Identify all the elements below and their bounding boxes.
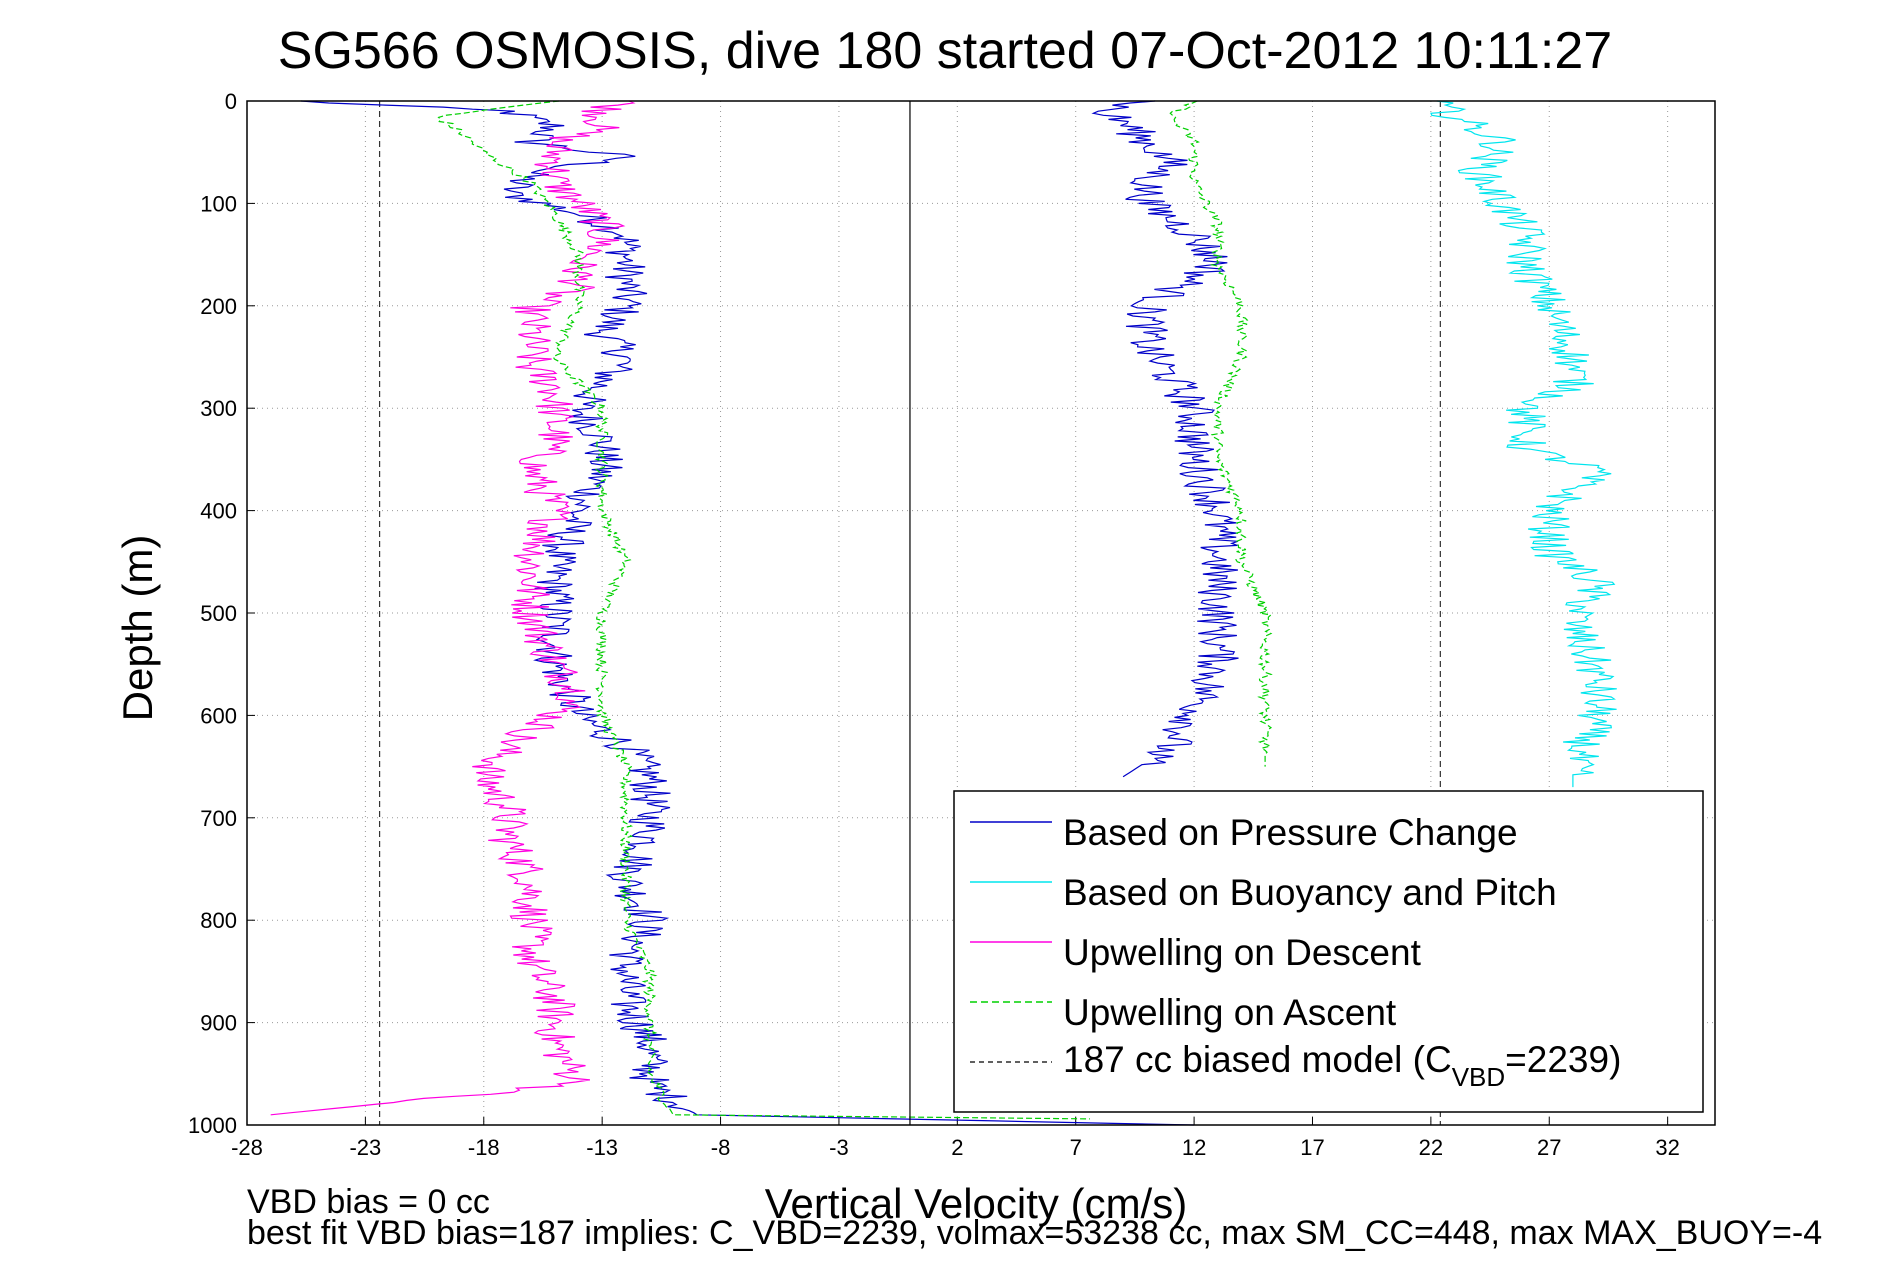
- legend-model-subscript: VBD: [1452, 1062, 1505, 1092]
- y-tick-label: 1000: [188, 1113, 237, 1138]
- y-tick-label: 600: [200, 703, 237, 728]
- data-series: [270, 100, 1617, 1126]
- chart-title: SG566 OSMOSIS, dive 180 started 07-Oct-2…: [278, 22, 1612, 80]
- x-tick-label: 27: [1537, 1135, 1561, 1160]
- y-axis-label: Depth (m): [114, 535, 161, 722]
- x-tick-label: -8: [711, 1135, 731, 1160]
- series-line-ascent_right: [1169, 100, 1273, 767]
- footer-vbd-bias: VBD bias = 0 cc: [247, 1183, 490, 1221]
- y-tick-label: 200: [200, 294, 237, 319]
- legend-model-suffix: =2239): [1505, 1039, 1621, 1080]
- x-tick-label: 17: [1300, 1135, 1324, 1160]
- x-tick-label: -3: [829, 1135, 849, 1160]
- y-tick-label: 300: [200, 396, 237, 421]
- x-tick-label: -13: [586, 1135, 618, 1160]
- y-tick-label: 100: [200, 191, 237, 216]
- series-line-buoyancy: [1430, 100, 1617, 788]
- plot-frame: [246, 100, 1716, 1126]
- x-tick-label: 2: [951, 1135, 963, 1160]
- x-tick-label: -23: [349, 1135, 381, 1160]
- series-line-pressure: [300, 100, 1195, 1126]
- legend-label-pressure: Based on Pressure Change: [1063, 812, 1518, 853]
- legend-label-model: 187 cc biased model (CVBD=2239): [1063, 1039, 1621, 1092]
- x-tick-label: 7: [1070, 1135, 1082, 1160]
- grid-lines: [246, 100, 1715, 1126]
- y-tick-label: 500: [200, 601, 237, 626]
- legend-model-prefix: 187 cc biased model (C: [1063, 1039, 1452, 1080]
- legend-label-ascent: Upwelling on Ascent: [1063, 992, 1397, 1033]
- legend: Based on Pressure Change Based on Buoyan…: [953, 790, 1704, 1113]
- y-tick-label: 0: [225, 89, 237, 114]
- y-tick-labels: 0 100 200 300 400 500 600 700 800 900 1000: [188, 89, 237, 1138]
- y-tick-label: 700: [200, 806, 237, 831]
- x-tick-label: -28: [231, 1135, 263, 1160]
- x-tick-label: 12: [1182, 1135, 1206, 1160]
- legend-box: [953, 790, 1704, 1113]
- footer-best-fit: best fit VBD bias=187 implies: C_VBD=223…: [247, 1214, 1822, 1252]
- legend-label-descent: Upwelling on Descent: [1063, 932, 1422, 973]
- x-tick-label: 32: [1655, 1135, 1679, 1160]
- y-tick-label: 900: [200, 1011, 237, 1036]
- series-line-ascent: [437, 100, 1090, 1120]
- x-axis-label: Vertical Velocity (cm/s): [765, 1180, 1187, 1227]
- y-tick-label: 800: [200, 908, 237, 933]
- x-tick-label: -18: [468, 1135, 500, 1160]
- x-tick-labels: -28 -23 -18 -13 -8 -3 2 7 12 17 22 27 32: [231, 1135, 1680, 1160]
- y-tick-label: 400: [200, 499, 237, 524]
- series-line-pressure_ascent: [1091, 100, 1239, 778]
- x-tick-label: 22: [1419, 1135, 1443, 1160]
- legend-label-buoyancy: Based on Buoyancy and Pitch: [1063, 872, 1557, 913]
- series-line-descent: [270, 100, 636, 1116]
